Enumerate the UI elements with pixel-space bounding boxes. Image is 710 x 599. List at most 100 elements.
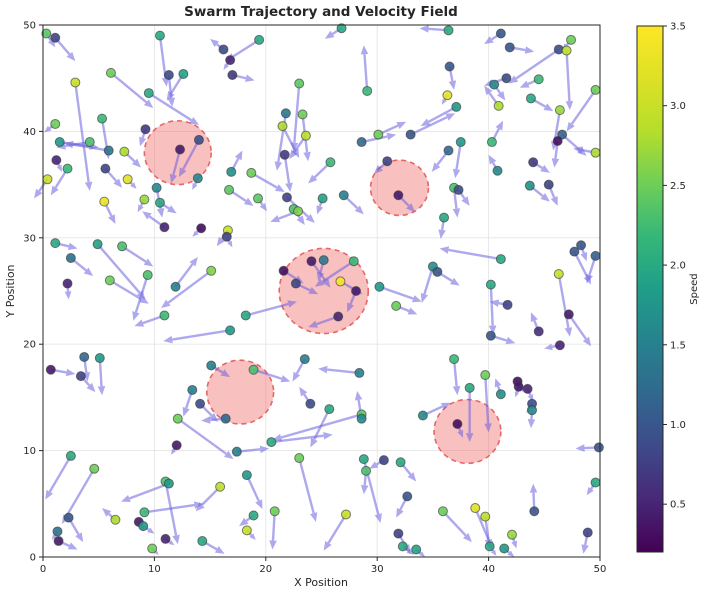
- velocity-arrow-head: [259, 445, 270, 454]
- agent-point: [195, 398, 206, 409]
- velocity-arrow: [163, 329, 231, 344]
- colorbar-tick-label: 2.0: [670, 261, 686, 272]
- agent-point: [241, 470, 252, 481]
- agent-point: [192, 173, 203, 184]
- agent-point: [306, 256, 317, 267]
- agent-point: [278, 265, 289, 276]
- velocity-arrow-head: [514, 391, 520, 398]
- agent-point: [354, 367, 365, 378]
- velocity-arrow: [290, 83, 301, 152]
- agent-point: [437, 506, 448, 517]
- agent-point: [163, 70, 174, 81]
- velocity-arrow-head: [354, 205, 364, 215]
- velocity-arrow-head: [44, 125, 52, 133]
- agent-point: [552, 135, 563, 146]
- agent-point: [281, 192, 292, 203]
- velocity-arrow-head: [484, 85, 493, 96]
- velocity-arrow-shaft: [442, 510, 467, 537]
- velocity-arrow-shaft: [100, 118, 109, 151]
- velocity-arrow-head: [163, 335, 173, 344]
- agent-point: [140, 124, 151, 135]
- agent-point: [324, 404, 335, 415]
- agent-point: [65, 253, 76, 264]
- velocity-arrow: [488, 284, 497, 335]
- agent-point: [563, 309, 574, 320]
- velocity-arrow: [97, 357, 106, 396]
- velocity-arrow: [360, 45, 369, 92]
- agent-point: [147, 543, 158, 554]
- agent-point: [240, 310, 251, 321]
- velocity-arrow-shaft: [557, 273, 570, 329]
- y-tick-label: 20: [23, 340, 36, 351]
- velocity-arrow-head: [494, 378, 502, 388]
- agent-point: [470, 503, 481, 514]
- velocity-arrow: [557, 273, 573, 337]
- velocity-arrow-head: [431, 162, 441, 172]
- velocity-arrow-head: [529, 483, 538, 493]
- velocity-arrow: [148, 92, 199, 126]
- agent-point: [305, 398, 316, 409]
- agent-point: [54, 137, 65, 148]
- velocity-arrow-head: [489, 299, 500, 307]
- colorbar-tick-label: 1.5: [670, 340, 686, 351]
- velocity-arrow-head: [178, 167, 187, 178]
- velocity-arrow-head: [134, 319, 145, 327]
- velocity-arrow-head: [505, 336, 516, 345]
- velocity-arrow-head: [289, 149, 298, 160]
- velocity-arrow: [314, 260, 355, 287]
- velocity-arrow: [45, 455, 72, 500]
- velocity-arrow-head: [441, 98, 447, 105]
- agent-point: [411, 544, 422, 555]
- velocity-arrow-head: [452, 385, 461, 396]
- velocity-arrow-head: [457, 429, 464, 438]
- agent-point: [395, 457, 406, 468]
- velocity-arrow-head: [519, 80, 530, 88]
- velocity-arrow-head: [139, 136, 147, 147]
- agent-point: [333, 311, 344, 322]
- agent-point: [554, 105, 565, 116]
- velocity-arrow-head: [216, 236, 226, 247]
- velocity-arrow-shaft: [128, 482, 170, 500]
- velocity-arrow-head: [166, 90, 175, 101]
- velocity-arrow-shaft: [148, 92, 193, 122]
- velocity-arrow-head: [449, 277, 460, 286]
- agent-point: [139, 194, 150, 205]
- agent-point: [94, 353, 105, 364]
- agent-point: [241, 525, 252, 536]
- velocity-arrow-head: [143, 99, 154, 108]
- velocity-arrow-head: [64, 140, 74, 149]
- interaction-zone: [369, 159, 430, 217]
- y-tick-label: 10: [23, 446, 36, 457]
- agent-point: [79, 351, 90, 362]
- agent-point: [451, 101, 462, 112]
- velocity-arrow-head: [169, 173, 178, 184]
- agent-point: [142, 270, 153, 281]
- agent-point: [348, 256, 359, 267]
- agent-point: [374, 281, 385, 292]
- velocity-arrow-head: [308, 320, 318, 328]
- velocity-arrow-head: [373, 165, 383, 174]
- velocity-arrow-shaft: [74, 82, 90, 183]
- agent-point: [294, 453, 305, 464]
- velocity-arrow-head: [67, 242, 78, 251]
- velocity-arrow-head: [275, 184, 285, 193]
- velocity-arrow-shaft: [313, 408, 331, 440]
- interaction-zone: [433, 398, 502, 465]
- agent-point: [84, 137, 95, 148]
- velocity-arrow-head: [130, 182, 137, 189]
- velocity-arrow-head: [255, 499, 263, 510]
- agent-point: [525, 93, 536, 104]
- axes-layer: 0 10 20 30 40 50 0 10 20 30 40 50: [23, 21, 606, 576]
- velocity-arrow-head: [154, 550, 159, 555]
- agent-point: [42, 174, 53, 185]
- velocity-arrow-head: [83, 267, 94, 277]
- velocity-arrow-head: [201, 416, 211, 424]
- velocity-arrow: [439, 246, 502, 261]
- agent-point: [336, 23, 347, 34]
- velocity-arrow-head: [142, 211, 152, 220]
- velocity-arrow: [109, 279, 149, 304]
- agent-point: [378, 455, 389, 466]
- velocity-arrow-head: [192, 182, 198, 190]
- velocity-arrow-head: [551, 158, 560, 168]
